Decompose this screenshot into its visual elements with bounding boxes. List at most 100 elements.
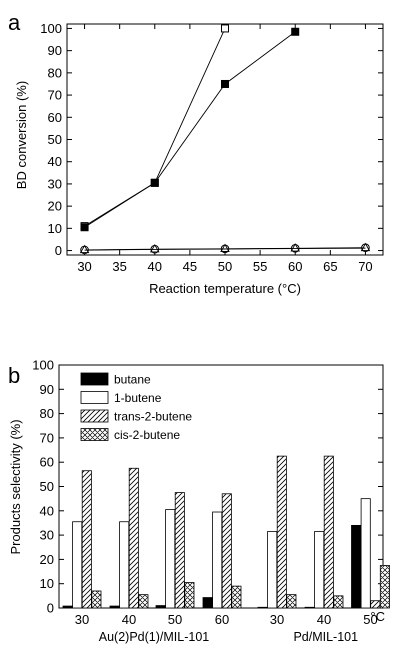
series-line	[84, 28, 226, 227]
bar-1-butene	[72, 521, 83, 609]
data-point	[150, 244, 160, 253]
panel-b: b 0 10 20 30 40 50 60 70 80 90 100 butane 1-butene t…	[8, 358, 390, 644]
x-tick-label: 35	[112, 259, 126, 274]
x-unit-label: °C	[370, 609, 385, 624]
y-tick-label: 60	[48, 110, 62, 125]
bar-cis-2-butene	[91, 590, 102, 609]
bar-1-butene	[212, 511, 223, 609]
legend-label-butane: butane	[114, 373, 151, 387]
data-point	[79, 244, 90, 254]
y-tick-label: 50	[40, 479, 54, 494]
x-tick-label: 60	[288, 259, 302, 274]
series-line	[84, 247, 366, 251]
y-tick-label: 100	[40, 21, 62, 36]
bar-1-butene	[119, 521, 130, 609]
y-tick-label: 50	[48, 132, 62, 147]
x-tick-label: 40	[122, 612, 136, 627]
y-tick-label: 60	[40, 455, 54, 470]
x-tick-label: 70	[358, 259, 372, 274]
x-tick-label: 65	[323, 259, 337, 274]
x-tick-label: 45	[183, 259, 197, 274]
panel-b-y-axis-label: Products selectivity (%)	[8, 419, 23, 554]
bar-butane	[109, 605, 120, 609]
data-point	[220, 243, 230, 252]
y-tick-label: 70	[48, 88, 62, 103]
y-tick-label: 0	[55, 243, 62, 258]
bar-butane	[351, 524, 362, 609]
y-tick-label: 70	[40, 430, 54, 445]
bar-butane	[304, 606, 315, 609]
data-point	[360, 242, 371, 252]
y-tick-label: 90	[40, 382, 54, 397]
x-tick-label: 40	[317, 612, 331, 627]
panel-a-letter: a	[8, 10, 21, 35]
panel-b-legend: butane 1-butene trans-2-butene cis-2-butene	[80, 372, 192, 442]
y-tick-label: 20	[48, 199, 62, 214]
group-label: Pd/MIL-101	[293, 630, 358, 644]
group-label: Au(2)Pd(1)/MIL-101	[99, 630, 210, 644]
bar-1-butene	[165, 509, 176, 609]
x-tick-label: 50	[168, 612, 182, 627]
bar-trans-2-butene	[323, 455, 334, 609]
y-tick-label: 90	[48, 43, 62, 58]
panel-a-y-axis-label: BD conversion (%)	[14, 81, 29, 189]
bar-trans-2-butene	[221, 493, 232, 609]
x-tick-label: 40	[148, 259, 162, 274]
bar-butane	[257, 606, 268, 609]
legend-label-1-butene: 1-butene	[114, 391, 162, 405]
y-tick-label: 30	[48, 176, 62, 191]
x-tick-label: 60	[215, 612, 229, 627]
y-tick-label: 100	[32, 358, 54, 373]
y-tick-label: 30	[40, 528, 54, 543]
bar-cis-2-butene	[286, 594, 297, 609]
data-point	[221, 79, 229, 88]
legend-swatch-trans-2-butene	[80, 409, 109, 423]
bar-butane	[62, 605, 73, 609]
panel-a-x-axis-label: Reaction temperature (°C)	[149, 281, 301, 296]
bar-1-butene	[314, 531, 325, 609]
bar-trans-2-butene	[128, 467, 139, 609]
bar-1-butene	[267, 531, 278, 609]
panel-a-series	[79, 24, 371, 255]
data-point	[150, 178, 159, 187]
legend-label-trans-2-butene: trans-2-butene	[114, 410, 192, 424]
y-tick-label: 80	[40, 406, 54, 421]
x-tick-label: 30	[270, 612, 284, 627]
bar-butane	[155, 605, 166, 609]
bar-cis-2-butene	[379, 565, 390, 609]
data-point	[291, 27, 300, 36]
bar-cis-2-butene	[138, 594, 149, 609]
bar-1-butene	[360, 498, 371, 609]
legend-label-cis-2-butene: cis-2-butene	[114, 428, 180, 442]
x-tick-label: 55	[253, 259, 267, 274]
bar-cis-2-butene	[231, 585, 242, 609]
bar-trans-2-butene	[174, 492, 185, 609]
y-tick-label: 40	[48, 154, 62, 169]
y-tick-label: 80	[48, 65, 62, 80]
y-tick-label: 10	[40, 576, 54, 591]
y-tick-label: 40	[40, 503, 54, 518]
panel-a-frame	[66, 23, 384, 256]
y-tick-label: 10	[48, 221, 62, 236]
bar-trans-2-butene	[81, 470, 92, 609]
y-tick-label: 20	[40, 552, 54, 567]
x-tick-label: 30	[75, 612, 89, 627]
legend-swatch-1-butene	[80, 391, 109, 404]
bar-cis-2-butene	[184, 582, 195, 609]
data-point	[290, 243, 300, 252]
x-tick-label: 30	[77, 259, 91, 274]
data-point	[221, 24, 229, 33]
data-point	[80, 223, 89, 232]
panel-b-axes: 0 10 20 30 40 50 60 70 80 90 100	[32, 358, 384, 616]
y-tick-label: 0	[47, 601, 54, 616]
x-tick-label: 50	[363, 612, 377, 627]
panel-a: a 30 35 40 45 50 55 60 65 70 0 10 20 30 40 50 60 70 80 90 1…	[8, 10, 384, 296]
legend-swatch-cis-2-butene	[80, 428, 109, 441]
panel-a-axes: 30 35 40 45 50 55 60 65 70 0 10 20 30 40 50 60 70 80 90 100	[40, 21, 384, 274]
panel-b-letter: b	[8, 363, 20, 388]
legend-swatch-butane	[80, 372, 109, 386]
panel-b-bars	[62, 455, 390, 609]
bar-trans-2-butene	[370, 600, 381, 609]
x-tick-label: 50	[218, 259, 232, 274]
